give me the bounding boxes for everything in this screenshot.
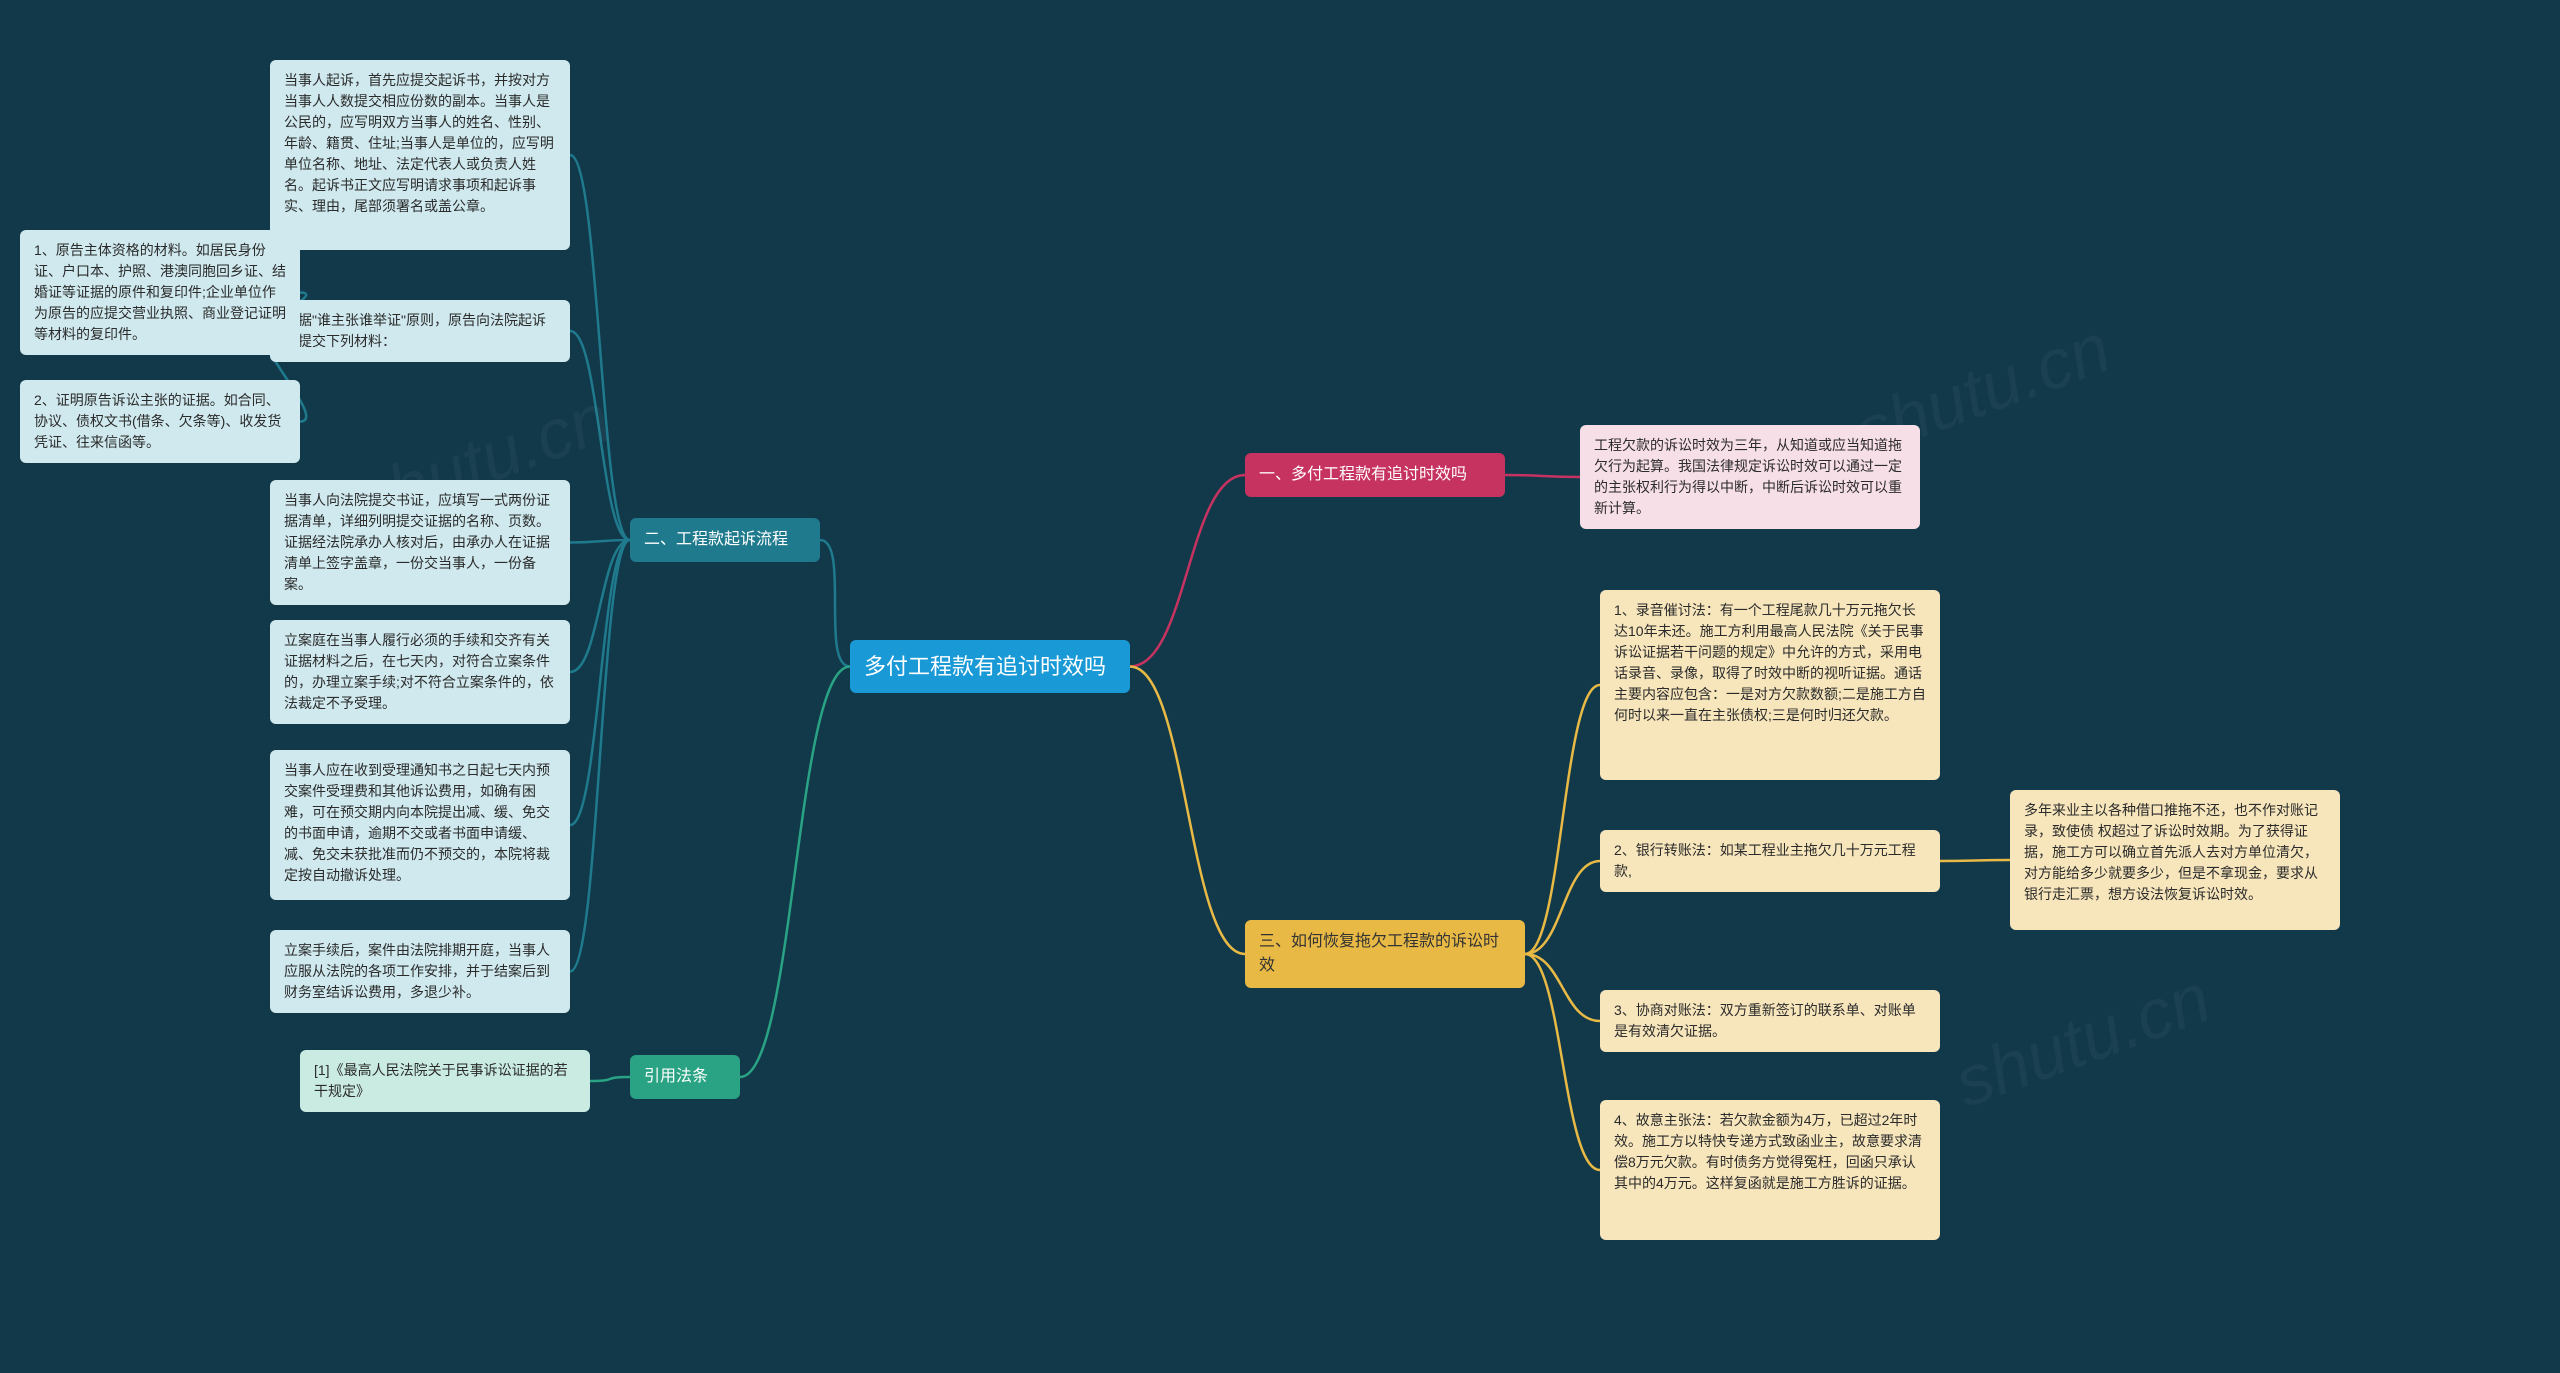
mindmap-node-b3_2_1[interactable]: 多年来业主以各种借口推拖不还，也不作对账记录，致使债 权超过了诉讼时效期。为了获… bbox=[2010, 790, 2340, 930]
mindmap-node-b3_1[interactable]: 1、录音催讨法：有一个工程尾款几十万元拖欠长达10年未还。施工方利用最高人民法院… bbox=[1600, 590, 1940, 780]
mindmap-node-b3_3[interactable]: 3、协商对账法：双方重新签订的联系单、对账单是有效清欠证据。 bbox=[1600, 990, 1940, 1052]
mindmap-node-b3_4[interactable]: 4、故意主张法：若欠款金额为4万，已超过2年时效。施工方以特快专递方式致函业主，… bbox=[1600, 1100, 1940, 1240]
mindmap-node-b1[interactable]: 一、多付工程款有追讨时效吗 bbox=[1245, 453, 1505, 497]
mindmap-node-root[interactable]: 多付工程款有追讨时效吗 bbox=[850, 640, 1130, 693]
mindmap-node-b2_3[interactable]: 当事人向法院提交书证，应填写一式两份证据清单，详细列明提交证据的名称、页数。证据… bbox=[270, 480, 570, 605]
nodes-layer: 多付工程款有追讨时效吗 一、多付工程款有追讨时效吗 工程欠款的诉讼时效为三年，从知道… bbox=[0, 0, 2560, 1373]
mindmap-node-b4_1[interactable]: [1]《最高人民法院关于民事诉讼证据的若干规定》 bbox=[300, 1050, 590, 1112]
mindmap-node-b2_2_2[interactable]: 2、证明原告诉讼主张的证据。如合同、协议、债权文书(借条、欠条等)、收发货凭证、… bbox=[20, 380, 300, 463]
mindmap-node-b3_2[interactable]: 2、银行转账法：如某工程业主拖欠几十万元工程款, bbox=[1600, 830, 1940, 892]
mindmap-node-b2_2_1[interactable]: 1、原告主体资格的材料。如居民身份证、户口本、护照、港澳同胞回乡证、结婚证等证据… bbox=[20, 230, 300, 355]
mindmap-node-b2_6[interactable]: 立案手续后，案件由法院排期开庭，当事人应服从法院的各项工作安排，并于结案后到财务… bbox=[270, 930, 570, 1013]
mindmap-node-b2_4[interactable]: 立案庭在当事人履行必须的手续和交齐有关证据材料之后，在七天内，对符合立案条件的，… bbox=[270, 620, 570, 724]
mindmap-node-b1_1[interactable]: 工程欠款的诉讼时效为三年，从知道或应当知道拖欠行为起算。我国法律规定诉讼时效可以… bbox=[1580, 425, 1920, 529]
mindmap-node-b2[interactable]: 二、工程款起诉流程 bbox=[630, 518, 820, 562]
mindmap-node-b2_1[interactable]: 当事人起诉，首先应提交起诉书，并按对方当事人人数提交相应份数的副本。当事人是公民… bbox=[270, 60, 570, 250]
mindmap-node-b4[interactable]: 引用法条 bbox=[630, 1055, 740, 1099]
mindmap-node-b3[interactable]: 三、如何恢复拖欠工程款的诉讼时效 bbox=[1245, 920, 1525, 988]
mindmap-node-b2_5[interactable]: 当事人应在收到受理通知书之日起七天内预交案件受理费和其他诉讼费用，如确有困难，可… bbox=[270, 750, 570, 900]
mindmap-node-b2_2[interactable]: 根据"谁主张谁举证"原则，原告向法院起诉应提交下列材料： bbox=[270, 300, 570, 362]
